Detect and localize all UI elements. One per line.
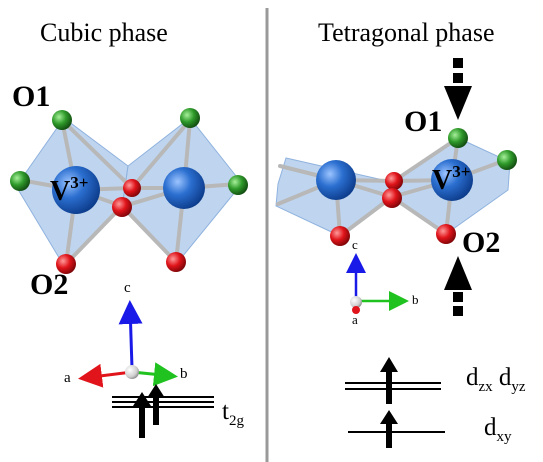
tetragonal-vanadium-right <box>431 159 473 201</box>
cubic-o2-label: O2 <box>30 268 69 301</box>
compression-arrow-top <box>444 58 472 120</box>
cubic-t2g-sub: 2g <box>228 413 244 429</box>
cubic-o2-atom <box>56 254 76 274</box>
tetragonal-dxy-sub: xy <box>496 429 512 445</box>
tetragonal-upper-spin-arrow <box>380 357 398 404</box>
cubic-o1-atom <box>52 110 72 130</box>
cubic-t2g-base: t <box>222 398 229 425</box>
cubic-vanadium-label: V3+ <box>50 173 88 208</box>
tetragonal-axis-b-label: b <box>412 292 419 307</box>
tetragonal-panel-title: Tetragonal phase <box>318 18 495 47</box>
cubic-t2g-label: t2g <box>222 398 244 430</box>
cubic-oxygen-green-top-right <box>180 108 200 128</box>
tetragonal-oxygen-red-bottom-left <box>330 226 350 246</box>
tetragonal-lower-spin-arrow <box>380 410 398 448</box>
tetragonal-vanadium-left <box>316 160 356 200</box>
tetragonal-o1-atom <box>448 128 468 148</box>
cubic-oxygen-red-center <box>112 197 132 217</box>
tetragonal-dzx-dyz-level <box>345 382 441 390</box>
cubic-vanadium-right <box>163 167 205 209</box>
tetragonal-dzx-sub: zx <box>478 379 493 395</box>
tetragonal-ion-base: V <box>432 165 453 196</box>
tetragonal-vanadium-label: V3+ <box>432 162 470 197</box>
cubic-vanadium-left <box>52 166 100 214</box>
tetragonal-oxygen-red-center <box>382 188 402 208</box>
cubic-t2g-level <box>112 396 214 408</box>
cubic-axis-c-label: c <box>124 280 131 296</box>
tetragonal-axis-triad <box>346 253 409 314</box>
tetragonal-o1-label: O1 <box>404 105 443 138</box>
cubic-oxygen-green-left <box>10 171 30 191</box>
cubic-axis-triad <box>78 300 178 388</box>
tetragonal-dzx-dyz-label: dzx dyz <box>466 364 526 396</box>
tetragonal-dxy-label: dxy <box>484 414 512 446</box>
cubic-axis-a-label: a <box>64 370 71 386</box>
cubic-oxygen-green-right <box>228 175 248 195</box>
tetragonal-axis-a-label: a <box>352 312 358 327</box>
tetragonal-oxygen-green-right <box>497 150 517 170</box>
tetragonal-ion-charge: 3+ <box>452 162 471 181</box>
tetragonal-o2-label: O2 <box>462 226 501 259</box>
tetragonal-dxy-base: d <box>484 414 497 441</box>
tetragonal-dyz-sub: yz <box>511 379 526 395</box>
tetragonal-dyz-base: d <box>498 364 512 391</box>
cubic-panel-title: Cubic phase <box>40 18 168 47</box>
cubic-oxygen-red-bottom-right <box>166 252 186 272</box>
compression-arrow-bottom <box>444 256 472 316</box>
cubic-o1-label: O1 <box>12 80 51 113</box>
cubic-oxygen-red-center-top <box>123 179 141 197</box>
tetragonal-axis-c-label: c <box>352 237 358 252</box>
cubic-electron-spin-arrows <box>133 384 165 438</box>
cubic-ion-base: V <box>50 176 71 207</box>
tetragonal-o2-atom <box>436 224 456 244</box>
tetragonal-oxygen-red-center-top <box>385 172 403 190</box>
cubic-ion-charge: 3+ <box>70 173 89 192</box>
tetragonal-dzx-base: d <box>466 364 479 391</box>
cubic-axis-b-label: b <box>180 366 188 382</box>
